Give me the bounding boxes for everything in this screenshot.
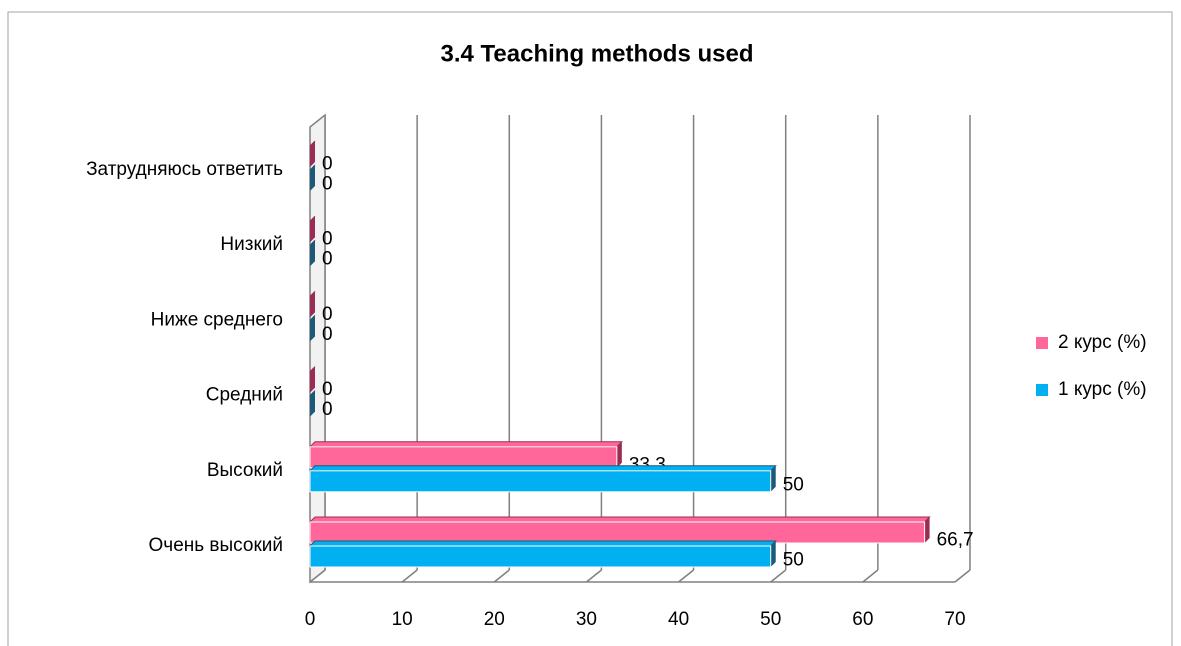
bar-top [308, 441, 624, 448]
x-tick-label: 10 [392, 609, 413, 630]
floor-line [401, 569, 418, 583]
bar-side [310, 390, 315, 417]
y-tick-label: Высокий [207, 460, 283, 481]
legend-swatch [1036, 337, 1048, 349]
y-tick-label: Средний [206, 385, 283, 406]
data-label: 0 [322, 229, 333, 250]
x-tick-label: 30 [576, 609, 597, 630]
bar [309, 521, 926, 544]
bar-side [310, 366, 315, 393]
bar-top [308, 540, 777, 547]
data-label: 0 [322, 304, 333, 325]
bar-side [310, 141, 315, 167]
floor-line [585, 569, 602, 583]
x-tick-label: 0 [305, 609, 316, 630]
bar-side [310, 240, 315, 267]
bar-side [770, 541, 776, 567]
bar-side [616, 441, 622, 468]
bar-top [308, 465, 777, 472]
bar-top [308, 516, 931, 523]
data-label: 0 [322, 249, 333, 270]
data-label: 0 [322, 399, 333, 420]
bar-side [924, 517, 930, 543]
bar-side [310, 291, 315, 318]
data-label: 0 [322, 379, 333, 400]
data-label: 50 [783, 550, 804, 571]
floor-line [493, 569, 510, 583]
bar-side [310, 216, 315, 243]
bar-side [310, 165, 315, 191]
data-label: 0 [322, 154, 333, 175]
legend-label: 1 курс (%) [1058, 379, 1147, 400]
bar [309, 545, 772, 568]
floor-line [862, 569, 879, 583]
y-tick-label: Очень высокий [149, 535, 283, 556]
y-tick-label: Затрудняюсь ответить [86, 159, 283, 180]
x-tick-label: 50 [760, 609, 781, 630]
bar-side [310, 315, 315, 342]
chart-title: 3.4 Teaching methods used [441, 40, 754, 67]
y-tick-label: Ниже среднего [151, 309, 283, 330]
floor-line [954, 569, 971, 583]
data-label: 0 [322, 174, 333, 195]
bar-side [770, 465, 776, 492]
x-tick-label: 20 [484, 609, 505, 630]
bar [309, 470, 772, 493]
legend-label: 2 курс (%) [1058, 332, 1147, 353]
floor-line [678, 569, 695, 583]
x-tick-label: 60 [852, 609, 873, 630]
x-tick-label: 70 [944, 609, 965, 630]
legend-swatch [1036, 384, 1048, 396]
data-label: 50 [783, 474, 804, 495]
floor-line [770, 569, 787, 583]
data-label: 0 [322, 324, 333, 345]
data-label: 66,7 [937, 530, 974, 551]
x-tick-label: 40 [668, 609, 689, 630]
y-tick-label: Низкий [220, 234, 283, 255]
bar [309, 446, 618, 469]
